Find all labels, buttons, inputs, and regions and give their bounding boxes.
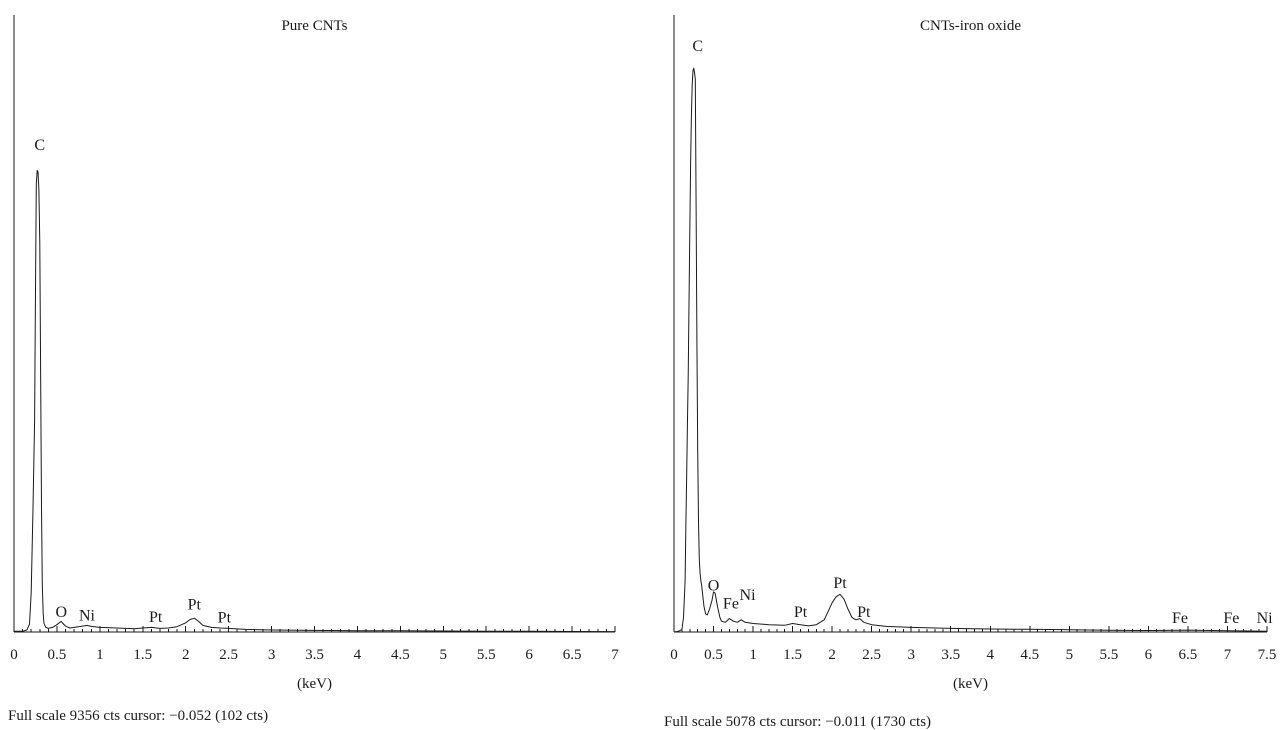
peak-label-ni: Ni [1257,610,1274,627]
spectrum-series-1 [14,169,616,633]
full-scale-readout: Full scale 9356 cts cursor: −0.052 (102 … [8,708,268,724]
peak-label-o: O [55,604,67,621]
x-tick-label: 3 [268,647,276,663]
x-tick-label: 4.5 [391,647,410,663]
x-tick-label: 1 [749,647,757,663]
x-tick-label: 4.5 [1020,647,1039,663]
x-tick-label: 5 [1066,647,1074,663]
peak-label-fe: Fe [723,596,739,613]
x-axis-label: (keV) [953,676,988,692]
peak-label-ni: Ni [79,608,96,625]
x-tick-label: 2 [182,647,190,663]
chart-title: CNTs-iron oxide [920,18,1021,34]
x-tick-label: 0.5 [704,647,723,663]
x-tick-label: 5.5 [1099,647,1118,663]
full-scale-readout: Full scale 5078 cts cursor: −0.011 (1730… [664,714,931,730]
x-tick-label: 2.5 [862,647,881,663]
x-tick-label: 1.5 [133,647,152,663]
x-tick-label: 2.5 [219,647,238,663]
peak-label-fe: Fe [1172,610,1188,627]
x-tick-label: 5 [440,647,448,663]
x-tick-label: 1.5 [783,647,802,663]
x-axis-label: (keV) [297,676,332,692]
x-tick-label: 6.5 [1179,647,1198,663]
x-tick-label: 0 [10,647,18,663]
x-tick-label: 0.5 [48,647,67,663]
peak-label-o: O [708,577,720,594]
x-tick-label: 0 [670,647,678,663]
peak-label-pt: Pt [794,604,808,621]
x-tick-label: 7 [1224,647,1232,663]
x-tick-label: 7.5 [1258,647,1277,663]
x-tick-label: 6 [1145,647,1153,663]
peak-label-pt: Pt [188,597,202,614]
peak-label-pt: Pt [833,575,847,592]
chart-panel-1: 0 0.5 1 1.5 2 2.5 3 3.5 4 4.5 5 5.5 6 6.5 7 Pure CNTs (k… [8,15,619,724]
chart-title: Pure CNTs [281,18,347,34]
x-tick-label: 1 [96,647,104,663]
x-tick-label: 5.5 [477,647,496,663]
spectrum-series-1 [673,67,1268,633]
peak-label-ni: Ni [740,587,757,604]
x-tick-label: 6 [525,647,533,663]
peak-label-pt: Pt [218,610,232,627]
peak-label-c: C [692,38,703,55]
x-tick-label: 4 [987,647,995,663]
peak-label-fe: Fe [1223,610,1239,627]
chart-panel-2: 0 0.5 1 1.5 2 2.5 3 3.5 4 4.5 5 5.5 6 6.5 7 7.5 CNTs-iro… [664,15,1276,730]
peak-label-pt: Pt [149,609,163,626]
x-tick-label: 4 [354,647,362,663]
x-tick-label: 3.5 [941,647,960,663]
x-tick-label: 7 [611,647,619,663]
peak-label-c: C [34,137,45,154]
x-tick-label: 3.5 [305,647,324,663]
x-tick-label: 6.5 [563,647,582,663]
x-tick-label: 3 [907,647,915,663]
x-tick-label: 2 [828,647,836,663]
peak-label-pt: Pt [857,604,871,621]
